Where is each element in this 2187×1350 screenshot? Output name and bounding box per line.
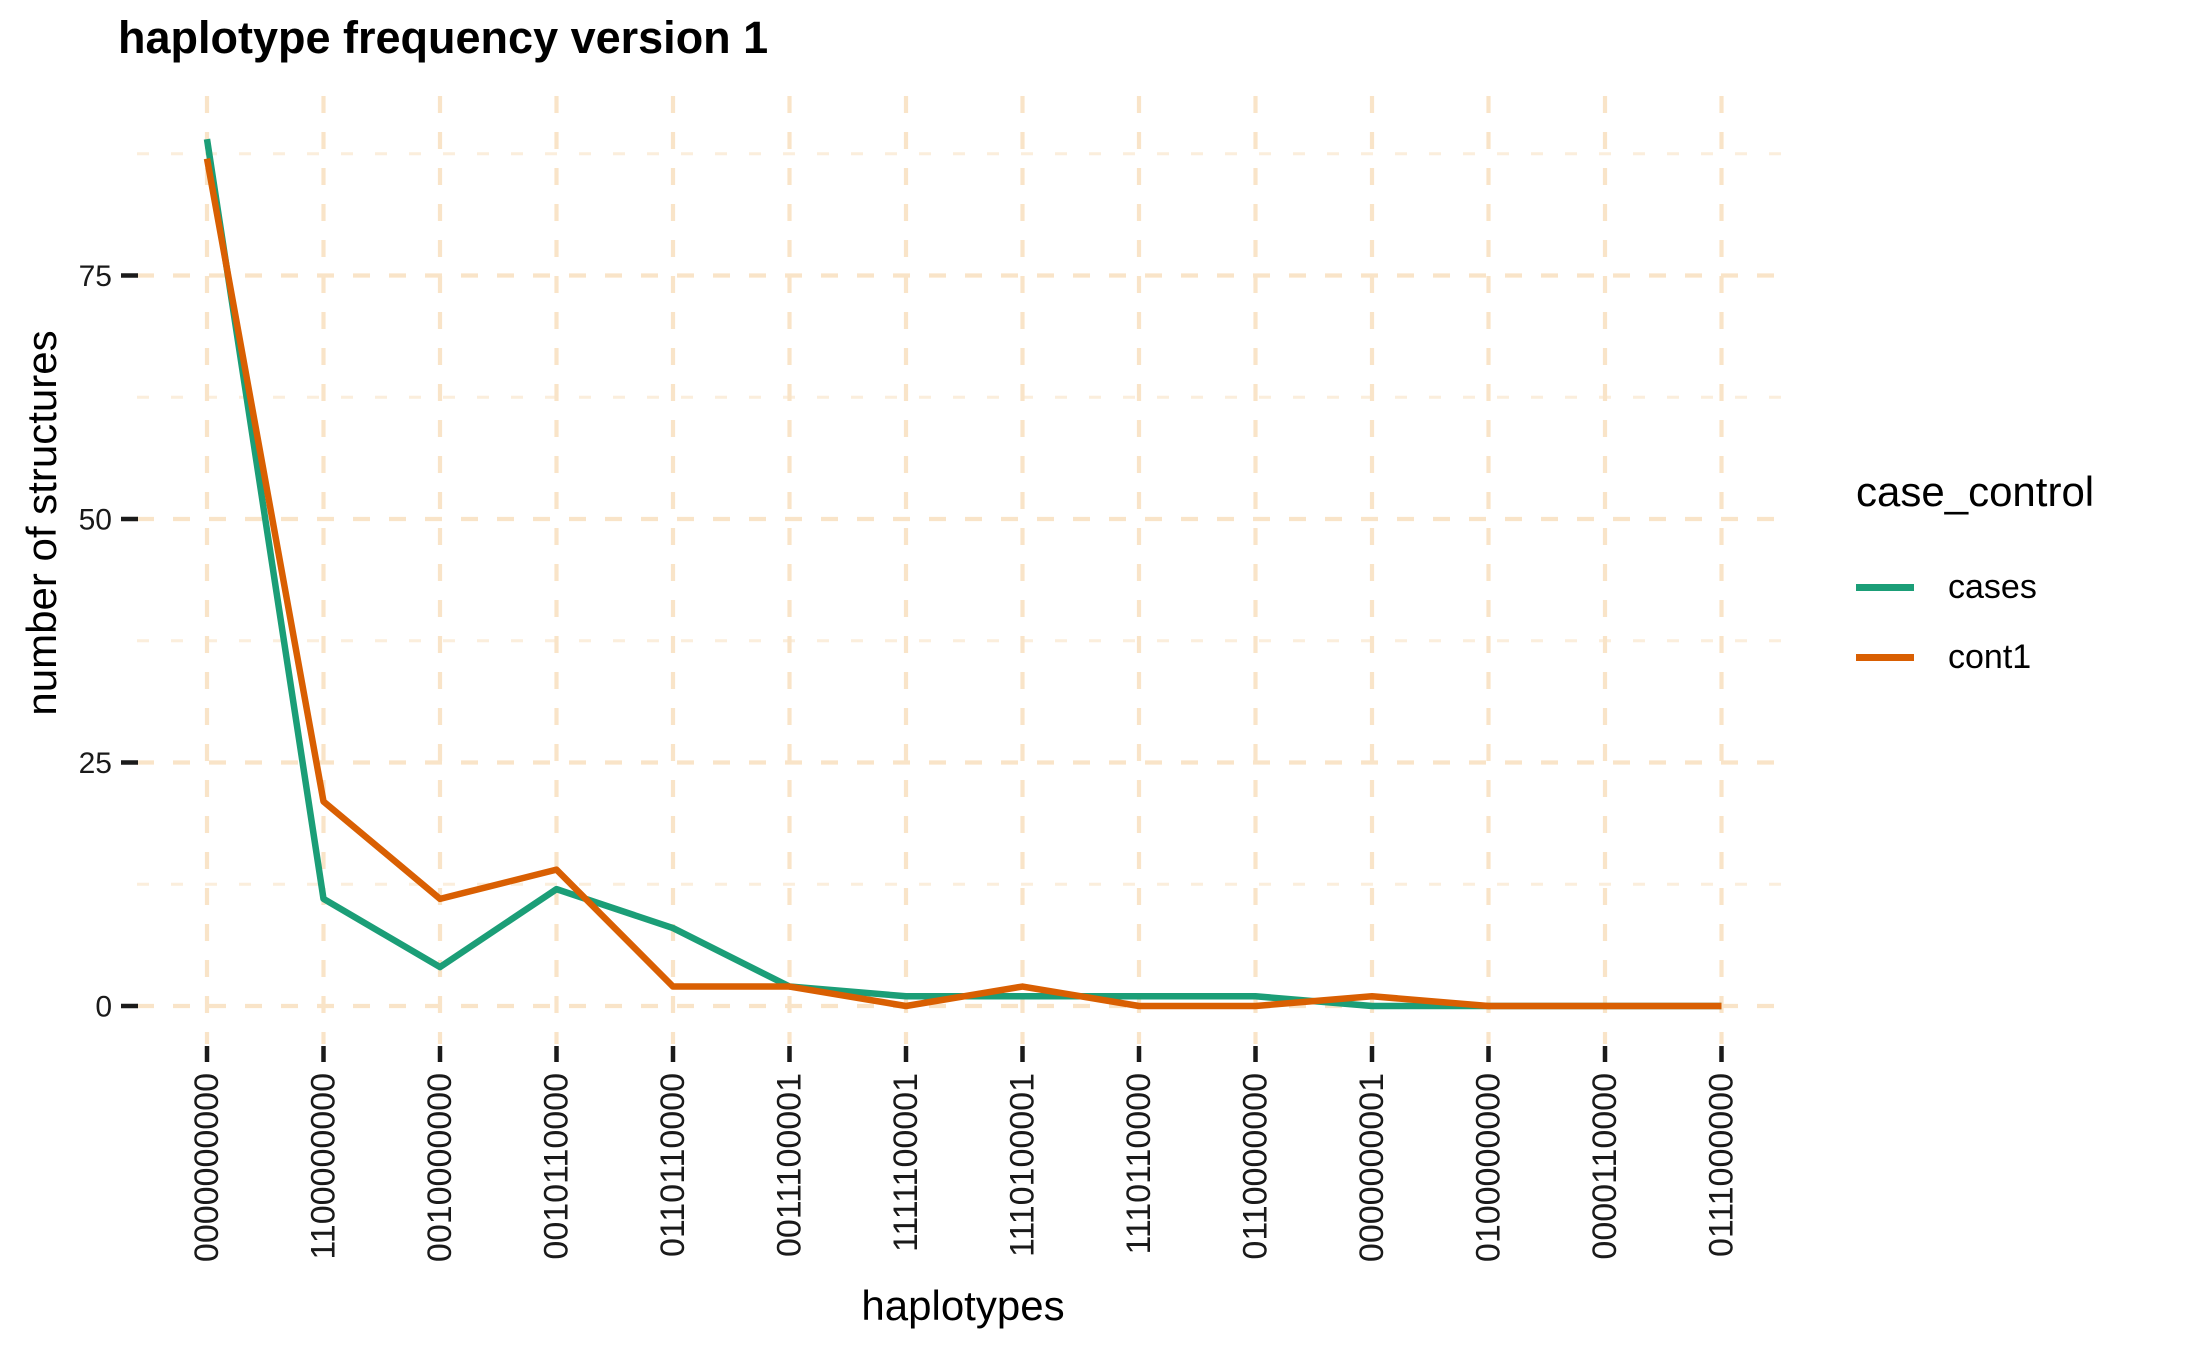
x-tick-label: 0000000000: [188, 1073, 226, 1262]
y-tick-label: 0: [95, 991, 112, 1024]
legend-key-line-cases: [1856, 583, 1914, 591]
y-tick-label: 75: [79, 260, 112, 293]
x-axis-title: haplotypes: [861, 1282, 1065, 1329]
legend: case_control cases cont1: [1856, 468, 2176, 692]
x-tick-label: 0010000000: [421, 1073, 459, 1262]
plot-title: haplotype frequency version 1: [118, 12, 769, 63]
series-line-cases: [203, 138, 1722, 1010]
legend-item-cases: cases: [1856, 552, 2176, 622]
x-tick-label: 0010110000: [538, 1073, 576, 1260]
x-tick-label: 0111000000: [1703, 1073, 1741, 1257]
y-tick-label: 50: [79, 504, 112, 537]
legend-title: case_control: [1856, 468, 2095, 515]
x-tick-label: 1111100001: [887, 1073, 925, 1252]
legend-key-line-cont1: [1856, 653, 1914, 661]
legend-label-cont1: cont1: [1948, 637, 2032, 676]
x-tick-label: 0110000000: [1237, 1073, 1275, 1260]
x-tick-label: 0000110000: [1586, 1073, 1624, 1260]
x-tick-label: 0110110000: [654, 1073, 692, 1257]
x-tick-label: 1110110000: [1120, 1073, 1158, 1255]
x-tick-label: 1100000000: [305, 1073, 343, 1260]
y-tick-label: 25: [79, 747, 112, 780]
x-tick-label: 0100000000: [1470, 1073, 1508, 1262]
x-tick-label: 0011100001: [771, 1073, 809, 1257]
legend-label-cases: cases: [1948, 567, 2037, 606]
x-tick-label: 0000000001: [1353, 1073, 1391, 1262]
legend-item-cont1: cont1: [1856, 622, 2176, 692]
series-line-cont1: [203, 158, 1722, 1010]
x-tick-label: 1110100001: [1004, 1073, 1042, 1257]
